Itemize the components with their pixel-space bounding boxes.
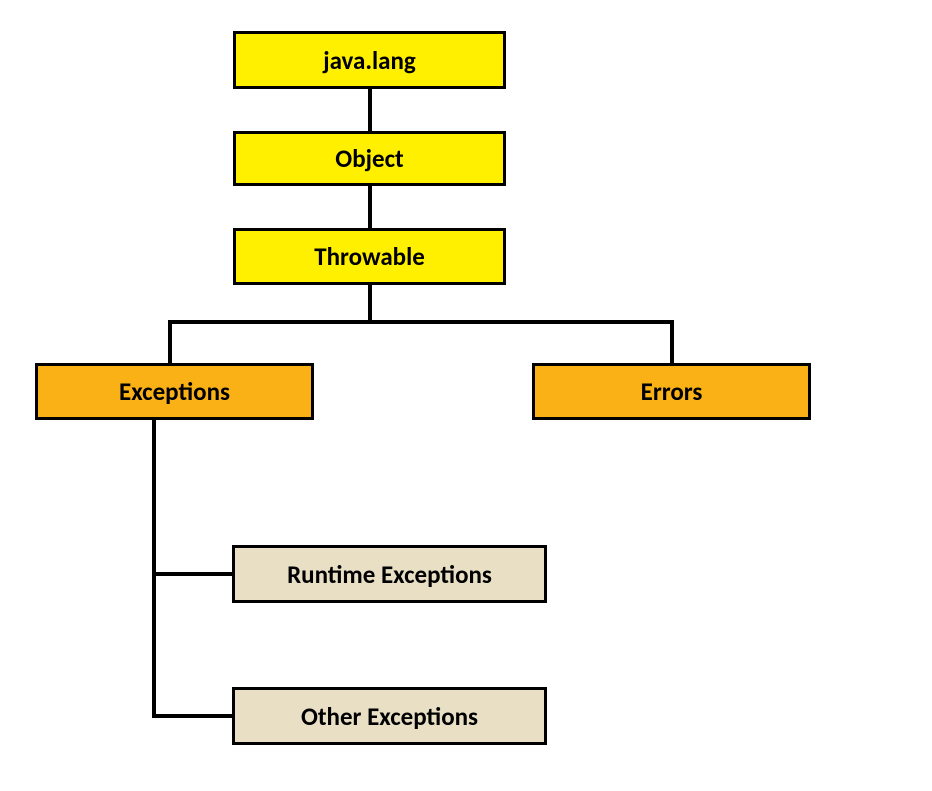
node-runtime-exceptions: Runtime Exceptions <box>232 545 547 603</box>
node-label: Throwable <box>314 241 425 272</box>
edge-throwable-down <box>368 285 372 323</box>
node-errors: Errors <box>532 363 811 420</box>
node-object: Object <box>233 131 506 186</box>
node-throwable: Throwable <box>233 228 506 285</box>
node-label: Exceptions <box>119 376 230 407</box>
node-javalang: java.lang <box>233 31 506 89</box>
edge-branch-horizontal <box>168 320 674 324</box>
edge-elbow-runtime <box>152 572 232 576</box>
node-label: Runtime Exceptions <box>287 559 492 590</box>
node-label: java.lang <box>323 45 416 76</box>
edge-javalang-object <box>368 89 372 131</box>
node-exceptions: Exceptions <box>35 363 314 420</box>
node-other-exceptions: Other Exceptions <box>232 687 547 745</box>
node-label: Errors <box>641 376 703 407</box>
node-label: Other Exceptions <box>301 701 478 732</box>
edge-object-throwable <box>368 186 372 228</box>
edge-branch-errors <box>670 320 674 363</box>
edge-branch-exceptions <box>168 320 172 363</box>
node-label: Object <box>335 143 403 174</box>
edge-exceptions-trunk <box>152 420 156 718</box>
edge-elbow-other <box>152 714 232 718</box>
